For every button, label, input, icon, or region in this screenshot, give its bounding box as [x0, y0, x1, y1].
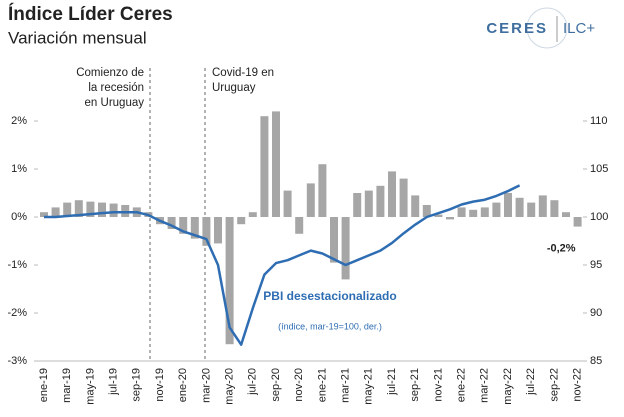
- x-tick-label: nov-21: [432, 368, 444, 402]
- bar: [538, 195, 547, 217]
- bar: [411, 195, 420, 217]
- bar: [504, 193, 512, 217]
- bar: [550, 200, 559, 217]
- y-tick-label: -2%: [7, 307, 27, 319]
- bar: [480, 207, 489, 217]
- y-tick-label: -1%: [7, 259, 27, 271]
- x-tick-label: jul-21: [386, 368, 398, 396]
- line-note: (índice, mar-19=100, der.): [278, 321, 382, 331]
- line: [44, 184, 521, 346]
- bar: [237, 217, 246, 225]
- bar: [515, 197, 524, 217]
- x-tick-label: may-22: [502, 368, 514, 405]
- x-tick-label: ene-21: [316, 368, 328, 402]
- bar: [469, 209, 478, 217]
- x-tick-label: nov-22: [572, 368, 584, 402]
- bar: [74, 200, 83, 217]
- x-tick-label: mar-20: [200, 368, 212, 403]
- bar: [272, 111, 280, 217]
- x-tick-label: sep-19: [131, 368, 143, 402]
- bar: [446, 217, 454, 220]
- logo-ring: [526, 7, 568, 49]
- y-tick-label: 1%: [11, 163, 27, 175]
- bar: [562, 212, 570, 217]
- annotation: la recesión: [88, 82, 144, 94]
- bar: [179, 217, 188, 234]
- bar: [306, 183, 315, 217]
- bar: [190, 217, 199, 239]
- y-tick-label: -3%: [7, 355, 27, 367]
- bar: [202, 217, 211, 246]
- x-tick-label: ene-22: [456, 368, 468, 402]
- bar: [573, 217, 582, 227]
- bar: [260, 116, 269, 217]
- bar: [330, 217, 338, 263]
- bar: [214, 217, 222, 244]
- y-tick-label: 0%: [11, 211, 27, 223]
- x-tick-label: sep-21: [409, 368, 421, 402]
- bar: [318, 164, 327, 217]
- bar: [109, 203, 118, 217]
- bar: [364, 190, 373, 217]
- bar: [457, 207, 466, 217]
- bar: [422, 205, 431, 217]
- annotation: en Uruguay: [85, 97, 145, 109]
- chart-title: Índice Líder Ceres: [8, 3, 173, 25]
- y2-tick-label: 110: [590, 115, 608, 127]
- y2-tick-label: 100: [590, 211, 608, 223]
- x-tick-label: mar-21: [340, 368, 352, 403]
- x-tick-label: mar-22: [479, 368, 491, 403]
- bar: [225, 217, 234, 345]
- bar: [399, 178, 408, 217]
- bar: [527, 202, 536, 217]
- x-tick-label: ene-19: [38, 368, 50, 402]
- y-tick-label: 2%: [11, 115, 27, 127]
- annotation: Comienzo de: [76, 67, 144, 79]
- bar: [341, 217, 350, 280]
- x-tick-label: may-19: [84, 368, 96, 405]
- bar: [353, 193, 362, 217]
- x-tick-label: jul-19: [108, 368, 120, 396]
- annotation: Covid-19 en: [212, 67, 274, 79]
- x-tick-label: may-21: [363, 368, 375, 405]
- bar: [388, 171, 396, 217]
- x-tick-label: nov-20: [293, 368, 305, 402]
- bar: [167, 217, 176, 229]
- bar: [434, 214, 443, 217]
- logo-ilc: ILC+: [563, 20, 595, 37]
- x-tick-label: nov-19: [154, 368, 166, 402]
- x-tick-label: may-20: [224, 368, 236, 405]
- bar: [295, 217, 304, 234]
- x-tick-label: jul-20: [247, 368, 259, 396]
- bar: [248, 212, 257, 217]
- bar: [283, 190, 292, 217]
- data-label: -0,2%: [547, 243, 576, 255]
- bar: [492, 202, 501, 217]
- x-tick-label: ene-20: [177, 368, 189, 402]
- x-tick-label: sep-20: [270, 368, 282, 402]
- chart-subtitle: Variación mensual: [8, 28, 147, 47]
- x-tick-label: sep-22: [548, 368, 560, 402]
- x-tick-label: mar-19: [61, 368, 73, 403]
- y2-tick-label: 95: [590, 259, 602, 271]
- y2-tick-label: 105: [590, 163, 608, 175]
- y2-tick-label: 90: [590, 307, 602, 319]
- line-label: PBI desestacionalizado: [263, 289, 396, 303]
- bar: [98, 202, 106, 217]
- bar: [86, 201, 95, 217]
- bar: [376, 185, 385, 217]
- annotation: Uruguay: [212, 82, 256, 94]
- bar: [63, 202, 72, 217]
- x-tick-label: jul-22: [525, 368, 537, 396]
- bar: [51, 207, 60, 217]
- logo-ceres: CERES: [486, 20, 548, 37]
- y2-tick-label: 85: [590, 355, 602, 367]
- bar: [40, 212, 48, 217]
